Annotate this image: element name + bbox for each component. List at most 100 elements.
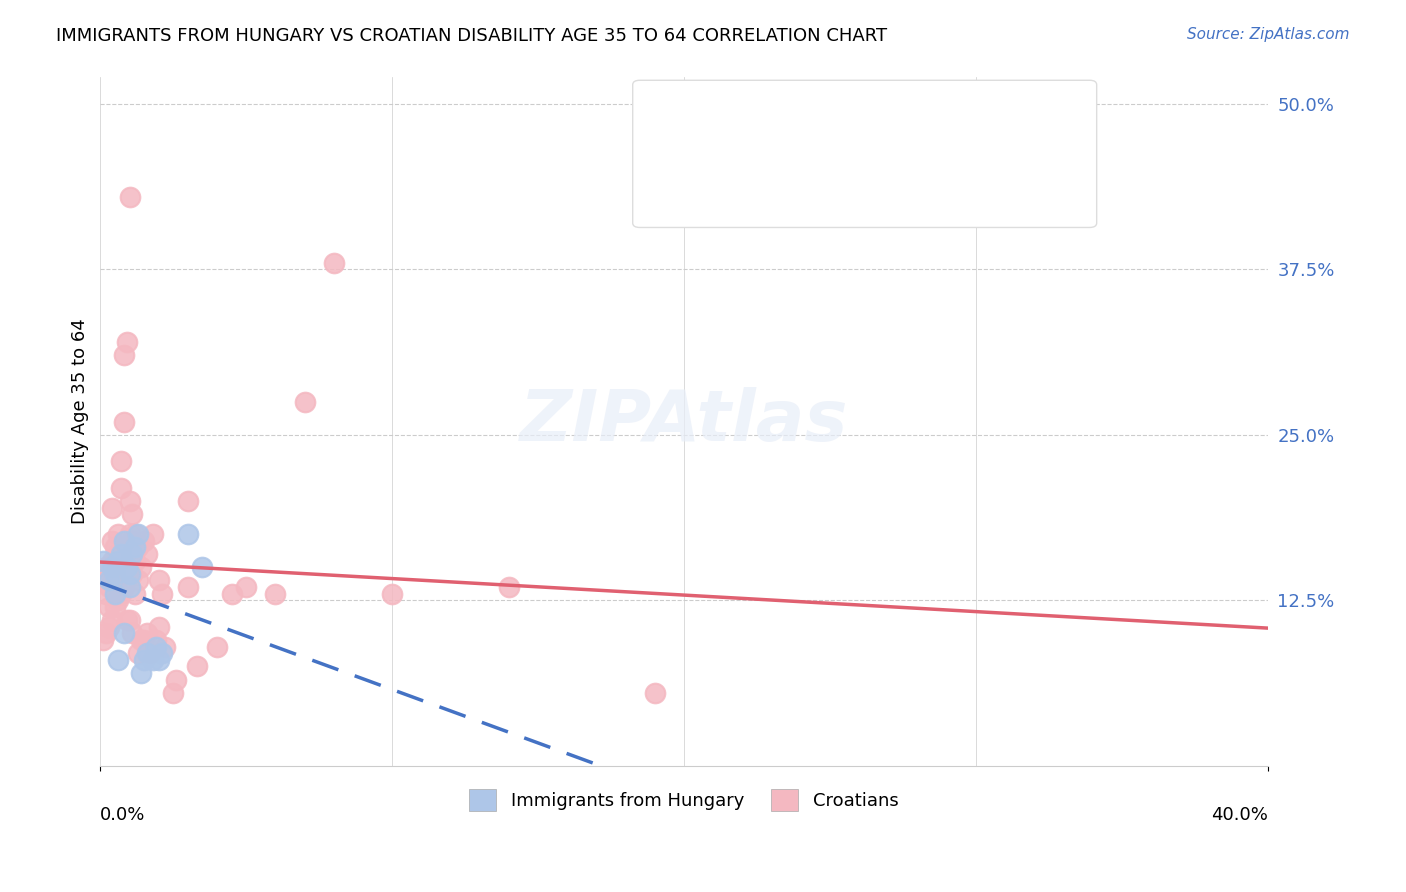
Point [136,547,159,561]
Point [165,673,187,687]
Point [129,632,152,647]
Point [104,599,127,614]
Point [150,586,173,600]
Point [186,659,208,673]
Point [96,560,118,574]
Y-axis label: Disability Age 35 to 64: Disability Age 35 to 64 [72,318,89,524]
Point [110,481,132,495]
Point [235,580,257,594]
Point [98,580,121,594]
Point [91,632,114,647]
Point [96,586,118,600]
Text: ZIPAtlas: ZIPAtlas [520,387,848,456]
Point [101,560,124,574]
Point [121,626,143,640]
Point [124,586,146,600]
Point [101,553,124,567]
Point [118,189,141,203]
Point [121,566,143,581]
Text: 40.0%: 40.0% [1211,805,1268,823]
Point [148,620,170,634]
Point [205,640,228,654]
Point [177,494,200,508]
Point [115,613,138,627]
Point [294,394,316,409]
Point [118,566,141,581]
Point [142,527,165,541]
Point [381,586,404,600]
Point [134,653,156,667]
Point [115,560,138,574]
Point [112,553,135,567]
Point [129,665,152,680]
Point [221,586,243,600]
Point [107,566,129,581]
Point [107,553,129,567]
Point [322,256,344,270]
Point [136,626,159,640]
Point [150,646,173,660]
Point [153,640,176,654]
Point [115,547,138,561]
Point [145,640,167,654]
Point [91,553,114,567]
Point [107,547,129,561]
Point [110,454,132,468]
Point [191,560,214,574]
Point [177,527,200,541]
Point [107,593,129,607]
Point [118,580,141,594]
Point [118,560,141,574]
Text: R =: R = [661,116,717,134]
Point [118,527,141,541]
Point [121,533,143,548]
Point [127,527,149,541]
Point [110,547,132,561]
Point [118,494,141,508]
Point [112,415,135,429]
Point [136,646,159,660]
Point [110,560,132,574]
Point [110,586,132,600]
Point [162,686,184,700]
Point [101,533,124,548]
Point [98,620,121,634]
Point [96,626,118,640]
Point [112,580,135,594]
Point [104,566,127,581]
Point [104,574,127,588]
Point [121,507,143,521]
Point [139,646,162,660]
Point [498,580,520,594]
Text: 0.0%: 0.0% [100,805,146,823]
Point [145,632,167,647]
Point [124,541,146,555]
Point [644,686,666,700]
Point [124,553,146,567]
Point [129,560,152,574]
Point [101,500,124,515]
Text: IMMIGRANTS FROM HUNGARY VS CROATIAN DISABILITY AGE 35 TO 64 CORRELATION CHART: IMMIGRANTS FROM HUNGARY VS CROATIAN DISA… [56,27,887,45]
Point [104,541,127,555]
Point [118,613,141,627]
Point [124,527,146,541]
Point [127,574,149,588]
Point [121,547,143,561]
Point [134,632,156,647]
Point [101,574,124,588]
Point [134,533,156,548]
Point [112,348,135,362]
Point [127,646,149,660]
Point [98,599,121,614]
Point [107,527,129,541]
Point [98,574,121,588]
Point [127,541,149,555]
Point [104,553,127,567]
Point [101,613,124,627]
Point [112,626,135,640]
Point [148,653,170,667]
Point [115,335,138,350]
Point [115,566,138,581]
Point [107,653,129,667]
Point [264,586,287,600]
